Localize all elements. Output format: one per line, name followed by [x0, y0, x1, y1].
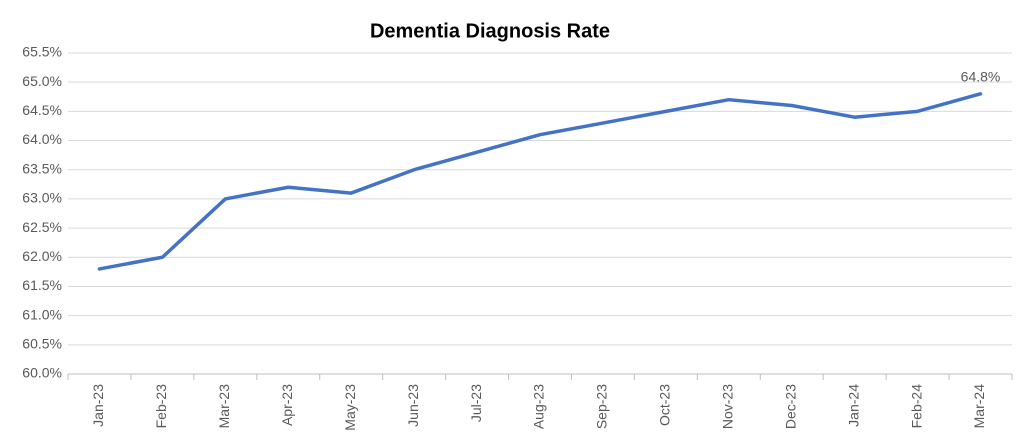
x-tick-label: Oct-23 [657, 384, 673, 426]
x-tick-label: Jan-23 [90, 384, 106, 427]
x-tick-label: Mar-24 [971, 384, 987, 429]
x-tick-label: Jul-23 [468, 384, 484, 422]
x-tick-label: Mar-23 [216, 384, 232, 429]
y-tick-label: 62.0% [22, 248, 62, 264]
y-tick-label: 64.5% [22, 102, 62, 118]
y-tick-label: 65.5% [22, 44, 62, 60]
y-tick-label: 63.5% [22, 160, 62, 176]
x-tick-label: Feb-24 [908, 384, 924, 429]
data-label: 64.8% [961, 69, 1001, 85]
y-tick-label: 63.0% [22, 190, 62, 206]
y-tick-label: 61.0% [22, 306, 62, 322]
y-tick-label: 60.5% [22, 336, 62, 352]
chart-title: Dementia Diagnosis Rate [370, 20, 610, 42]
x-tick-label: Jan-24 [845, 384, 861, 427]
x-tick-label: Apr-23 [279, 384, 295, 426]
x-tick-label: Feb-23 [153, 384, 169, 429]
x-tick-label: Sep-23 [594, 384, 610, 429]
x-tick-label: Jun-23 [405, 384, 421, 427]
y-tick-label: 64.0% [22, 131, 62, 147]
data-line [97, 92, 983, 271]
x-tick-label: May-23 [342, 384, 358, 431]
y-tick-label: 62.5% [22, 219, 62, 235]
x-tick-label: Aug-23 [531, 384, 547, 429]
y-tick-label: 61.5% [22, 277, 62, 293]
y-tick-label: 65.0% [22, 73, 62, 89]
y-tick-label: 60.0% [22, 365, 62, 381]
x-tick-label: Nov-23 [720, 384, 736, 429]
x-tick-label: Dec-23 [782, 384, 798, 429]
